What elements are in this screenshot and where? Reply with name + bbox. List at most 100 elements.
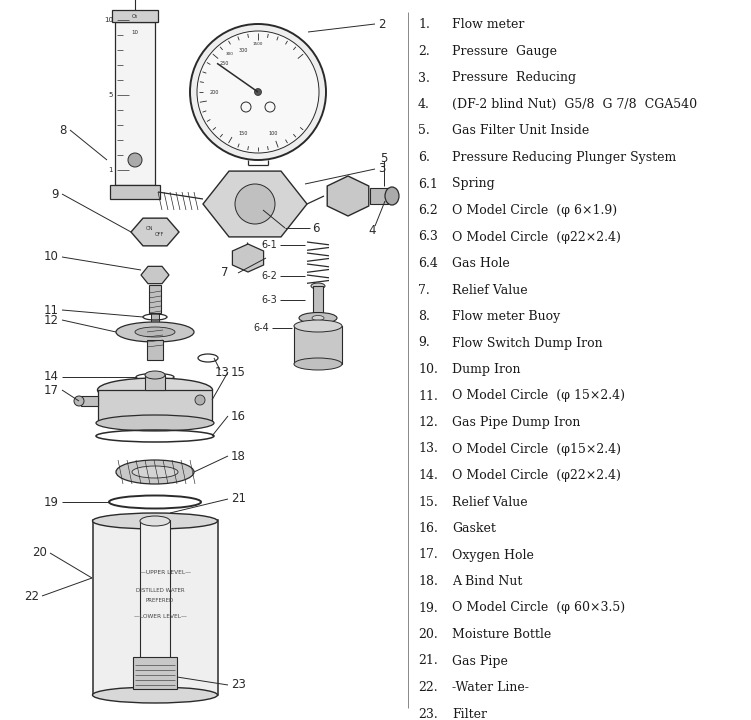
- Text: Spring: Spring: [452, 178, 495, 191]
- Text: Flow meter Buoy: Flow meter Buoy: [452, 310, 560, 323]
- Text: Gas Filter Unit Inside: Gas Filter Unit Inside: [452, 125, 590, 138]
- Text: 20: 20: [32, 546, 47, 559]
- Text: 16.: 16.: [418, 522, 438, 535]
- Text: 2.: 2.: [418, 45, 430, 58]
- Text: 11: 11: [44, 304, 59, 317]
- Ellipse shape: [312, 315, 324, 320]
- Text: 18.: 18.: [418, 575, 438, 588]
- Text: A Bind Nut: A Bind Nut: [452, 575, 523, 588]
- Polygon shape: [203, 171, 307, 237]
- Circle shape: [255, 89, 261, 96]
- Text: 300: 300: [238, 48, 248, 53]
- Ellipse shape: [294, 358, 342, 370]
- Text: 6-3: 6-3: [261, 295, 277, 305]
- Text: 6: 6: [312, 222, 319, 235]
- Ellipse shape: [92, 513, 218, 529]
- Bar: [294, 326, 342, 364]
- Text: Oxygen Hole: Oxygen Hole: [452, 549, 534, 562]
- Circle shape: [128, 153, 142, 167]
- Polygon shape: [232, 244, 264, 272]
- Text: 19.: 19.: [418, 601, 438, 614]
- Text: Gas Pipe: Gas Pipe: [452, 654, 508, 667]
- Text: Gas Hole: Gas Hole: [452, 257, 510, 270]
- Text: 12.: 12.: [418, 416, 438, 429]
- Ellipse shape: [299, 312, 337, 323]
- Bar: [145, 375, 165, 390]
- Text: O Model Circle  (φ 6×1.9): O Model Circle (φ 6×1.9): [452, 204, 617, 217]
- Text: 11.: 11.: [418, 390, 438, 402]
- Ellipse shape: [385, 187, 399, 205]
- Text: Relief Value: Relief Value: [452, 495, 528, 508]
- Text: O Model Circle  (φ 15×2.4): O Model Circle (φ 15×2.4): [452, 390, 625, 402]
- Text: 10: 10: [104, 17, 113, 23]
- Bar: [147, 340, 163, 360]
- Text: 6-1: 6-1: [261, 240, 277, 250]
- Text: 100: 100: [268, 131, 278, 136]
- Text: 6.2: 6.2: [418, 204, 438, 217]
- Bar: [112, 10, 158, 22]
- Text: 9.: 9.: [418, 336, 430, 349]
- Text: 150: 150: [238, 131, 248, 136]
- Text: 3: 3: [378, 163, 385, 176]
- Bar: [98, 390, 212, 423]
- Text: O Model Circle  (φ22×2.4): O Model Circle (φ22×2.4): [452, 469, 621, 482]
- Bar: [93, 520, 218, 695]
- Text: PREFERED: PREFERED: [146, 598, 174, 603]
- Text: Filter: Filter: [452, 708, 487, 720]
- Text: 10.: 10.: [418, 363, 438, 376]
- Text: O Model Circle  (φ15×2.4): O Model Circle (φ15×2.4): [452, 443, 621, 456]
- Text: 6.: 6.: [418, 151, 430, 164]
- Circle shape: [197, 31, 319, 153]
- Text: 1.: 1.: [418, 19, 430, 32]
- Text: OFF: OFF: [155, 233, 164, 238]
- Ellipse shape: [145, 371, 165, 379]
- Bar: [313, 286, 323, 314]
- Text: -Water Line-: -Water Line-: [452, 681, 529, 694]
- Bar: [115, 22, 155, 185]
- Text: Gas Pipe Dump Iron: Gas Pipe Dump Iron: [452, 416, 581, 429]
- Text: 4: 4: [368, 225, 376, 238]
- Text: Pressure Reducing Plunger System: Pressure Reducing Plunger System: [452, 151, 676, 164]
- Text: 12: 12: [44, 313, 59, 326]
- Ellipse shape: [98, 378, 213, 402]
- Text: 7.: 7.: [418, 284, 430, 297]
- Polygon shape: [141, 266, 169, 284]
- Text: 22: 22: [24, 590, 39, 603]
- Circle shape: [195, 395, 205, 405]
- Text: —UPPER LEVEL—: —UPPER LEVEL—: [140, 570, 191, 575]
- Text: 300: 300: [226, 52, 234, 56]
- Text: 23.: 23.: [418, 708, 438, 720]
- Text: 8: 8: [59, 124, 67, 137]
- Text: 5: 5: [109, 92, 113, 98]
- Polygon shape: [131, 218, 179, 246]
- Text: Relief Value: Relief Value: [452, 284, 528, 297]
- Text: 2: 2: [378, 17, 385, 30]
- Bar: [140, 520, 170, 683]
- Text: 6.3: 6.3: [418, 230, 438, 243]
- Bar: [151, 313, 159, 325]
- Text: 20.: 20.: [418, 628, 438, 641]
- Ellipse shape: [92, 687, 218, 703]
- Text: 1500: 1500: [253, 42, 263, 46]
- Polygon shape: [327, 176, 369, 216]
- Text: O₂: O₂: [132, 14, 138, 19]
- Ellipse shape: [116, 322, 194, 342]
- Text: 5.: 5.: [418, 125, 430, 138]
- Text: Pressure  Gauge: Pressure Gauge: [452, 45, 557, 58]
- Circle shape: [74, 396, 84, 406]
- Text: 8.: 8.: [418, 310, 430, 323]
- Text: 15.: 15.: [418, 495, 438, 508]
- Text: Dump Iron: Dump Iron: [452, 363, 520, 376]
- Bar: [370, 188, 388, 204]
- Text: Flow Switch Dump Iron: Flow Switch Dump Iron: [452, 336, 602, 349]
- Ellipse shape: [140, 516, 170, 526]
- Text: O Model Circle  (φ22×2.4): O Model Circle (φ22×2.4): [452, 230, 621, 243]
- Ellipse shape: [311, 283, 325, 289]
- Ellipse shape: [116, 460, 194, 484]
- Text: 7: 7: [222, 266, 229, 279]
- Text: 6-4: 6-4: [253, 323, 269, 333]
- Text: 21.: 21.: [418, 654, 438, 667]
- Text: 19: 19: [44, 495, 59, 508]
- Text: Pressure  Reducing: Pressure Reducing: [452, 71, 576, 84]
- Text: 6.4: 6.4: [418, 257, 438, 270]
